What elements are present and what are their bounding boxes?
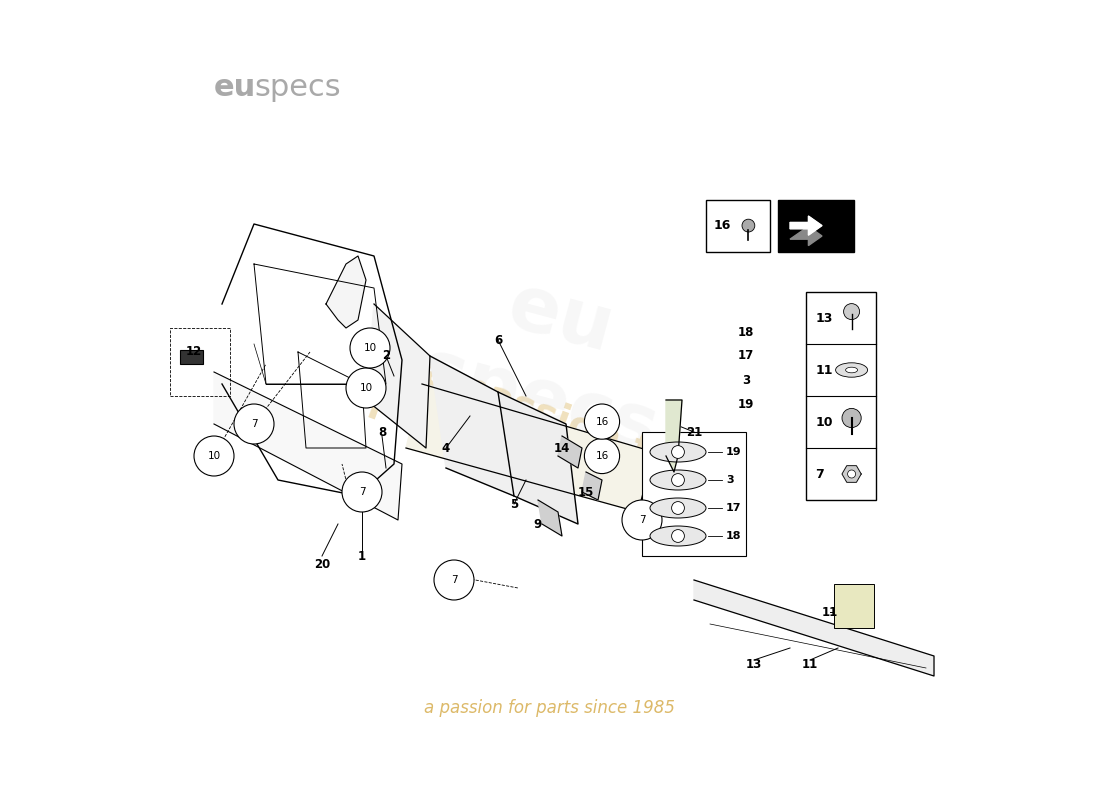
Circle shape	[742, 219, 755, 232]
Circle shape	[621, 500, 662, 540]
Text: 16: 16	[713, 219, 730, 232]
Text: 16: 16	[595, 451, 608, 461]
Text: 2: 2	[382, 350, 390, 362]
Bar	[706, 200, 770, 252]
Polygon shape	[558, 436, 582, 468]
Polygon shape	[790, 216, 822, 235]
Text: specs: specs	[254, 73, 341, 102]
Circle shape	[434, 560, 474, 600]
Text: 20: 20	[314, 558, 330, 570]
Polygon shape	[538, 500, 562, 536]
Bar	[778, 200, 854, 252]
Text: 7: 7	[251, 419, 257, 429]
Circle shape	[842, 408, 861, 427]
Ellipse shape	[650, 470, 706, 490]
Text: 8: 8	[378, 426, 386, 438]
Text: 7: 7	[639, 515, 646, 525]
Circle shape	[342, 472, 382, 512]
Text: 13: 13	[746, 658, 762, 670]
Polygon shape	[366, 304, 430, 448]
Polygon shape	[214, 372, 402, 520]
Text: 21: 21	[686, 426, 702, 438]
Bar	[806, 292, 876, 500]
Text: 10: 10	[360, 383, 373, 393]
Circle shape	[194, 436, 234, 476]
Bar	[642, 432, 746, 556]
Circle shape	[234, 404, 274, 444]
Text: 3: 3	[726, 475, 734, 485]
Ellipse shape	[650, 442, 706, 462]
Text: 19: 19	[738, 398, 755, 410]
Circle shape	[584, 438, 619, 474]
Polygon shape	[842, 466, 861, 482]
Text: 7: 7	[359, 487, 365, 497]
Text: 7: 7	[451, 575, 458, 585]
Ellipse shape	[846, 367, 858, 373]
Polygon shape	[326, 256, 366, 328]
Text: 14: 14	[553, 442, 570, 454]
Polygon shape	[694, 580, 934, 676]
Text: 11: 11	[822, 606, 838, 618]
Text: a passion for
parts since 1985: a passion for parts since 1985	[365, 339, 735, 541]
Circle shape	[844, 303, 859, 319]
Text: eu: eu	[214, 73, 256, 102]
Ellipse shape	[650, 498, 706, 518]
Text: 12: 12	[186, 346, 202, 358]
Text: 1: 1	[358, 550, 366, 562]
Text: 15: 15	[578, 486, 594, 498]
Polygon shape	[430, 356, 514, 496]
Text: eu
specs: eu specs	[412, 251, 688, 469]
Circle shape	[346, 368, 386, 408]
Polygon shape	[790, 226, 822, 246]
Polygon shape	[666, 400, 682, 472]
Ellipse shape	[650, 526, 706, 546]
Text: 10: 10	[815, 415, 833, 429]
Text: 7: 7	[815, 467, 824, 481]
Text: 5: 5	[510, 498, 518, 510]
Text: 11: 11	[815, 363, 833, 377]
Polygon shape	[406, 384, 654, 512]
Text: 10: 10	[363, 343, 376, 353]
Circle shape	[672, 502, 684, 514]
Text: a passion for parts since 1985: a passion for parts since 1985	[425, 699, 675, 717]
Text: 13: 13	[815, 311, 833, 325]
Circle shape	[584, 404, 619, 439]
Text: 11: 11	[802, 658, 818, 670]
Circle shape	[672, 446, 684, 458]
Bar	[170, 328, 230, 396]
Text: 4: 4	[442, 442, 450, 454]
Text: 868 03: 868 03	[793, 264, 838, 277]
Circle shape	[672, 530, 684, 542]
Circle shape	[848, 470, 856, 478]
Text: 10: 10	[208, 451, 221, 461]
Text: 19: 19	[726, 447, 741, 457]
Polygon shape	[498, 392, 578, 524]
Text: 18: 18	[738, 326, 755, 338]
Bar	[180, 350, 202, 364]
Text: 3: 3	[741, 374, 750, 386]
Circle shape	[672, 474, 684, 486]
Ellipse shape	[836, 362, 868, 378]
Text: 9: 9	[534, 518, 542, 530]
Text: 16: 16	[595, 417, 608, 426]
Text: 17: 17	[738, 350, 755, 362]
Text: 17: 17	[726, 503, 741, 513]
Bar	[834, 584, 874, 628]
Polygon shape	[582, 472, 602, 500]
Circle shape	[350, 328, 390, 368]
Text: 6: 6	[494, 334, 502, 346]
Text: 18: 18	[726, 531, 741, 541]
